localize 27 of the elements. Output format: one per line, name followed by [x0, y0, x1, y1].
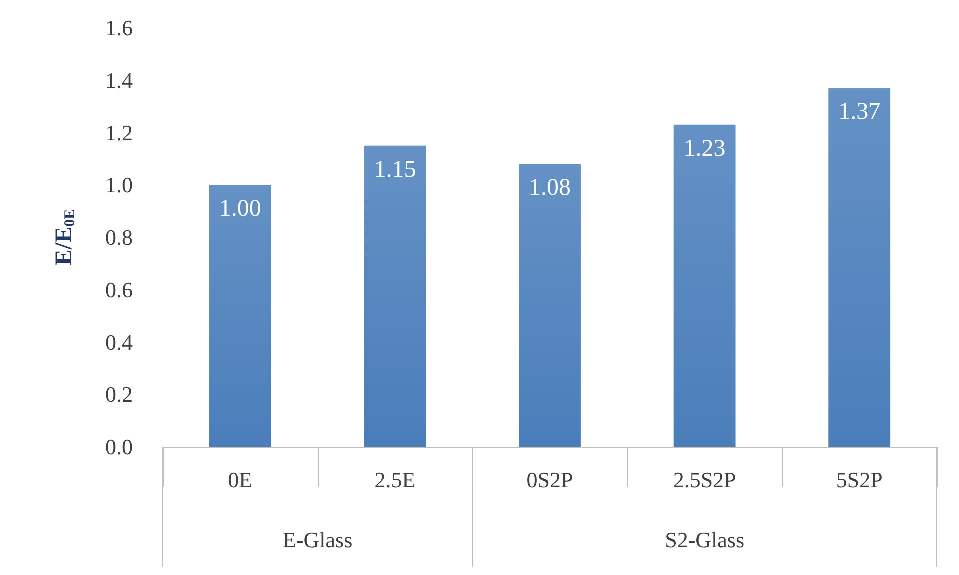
text: S2-Glass [665, 528, 745, 552]
x-tick-label: 5S2P [836, 468, 883, 492]
y-tick-label: 1.0 [106, 172, 133, 198]
y-tick-label: 0.2 [106, 382, 133, 408]
y-tick-label: 0.4 [106, 330, 133, 355]
data-label: 1.37 [838, 99, 881, 126]
bar [364, 146, 426, 447]
x-tick-label: 0E [228, 468, 253, 492]
x-tick-label: 0S2P [526, 468, 574, 492]
y-axis-title: E/E0E [52, 209, 78, 266]
x-tick-label: 2.5S2P [673, 468, 736, 492]
y-tick-label: 1.4 [106, 68, 133, 93]
bar [519, 164, 581, 447]
bar [209, 185, 272, 447]
data-label: 1.15 [374, 156, 416, 183]
data-label: 1.23 [684, 136, 726, 162]
data-label: 1.08 [529, 175, 571, 202]
y-tick-label: 1.6 [106, 16, 133, 40]
bar [674, 124, 736, 447]
data-label: 1.00 [219, 196, 262, 222]
text: E-Glass [282, 528, 353, 552]
y-tick-label: 0.8 [106, 225, 133, 250]
y-tick-label: 0.0 [106, 434, 133, 460]
x-tick-label: 2.5E [374, 468, 416, 492]
y-tick-label: 0.6 [106, 277, 133, 302]
y-tick-label: 1.2 [106, 120, 133, 146]
bar [828, 88, 891, 447]
